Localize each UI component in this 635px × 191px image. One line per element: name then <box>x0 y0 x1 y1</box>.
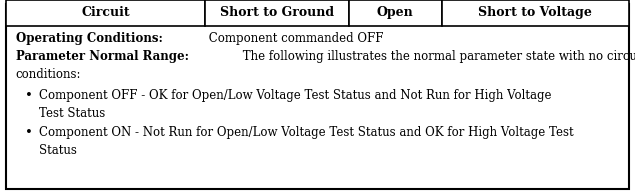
Text: Short to Voltage: Short to Voltage <box>478 6 592 19</box>
Text: conditions:: conditions: <box>16 68 81 81</box>
FancyBboxPatch shape <box>6 4 629 189</box>
Text: Circuit: Circuit <box>82 6 130 19</box>
Text: The following illustrates the normal parameter state with no circuit: The following illustrates the normal par… <box>239 50 635 63</box>
FancyBboxPatch shape <box>442 0 629 26</box>
Text: •: • <box>25 126 33 139</box>
Text: Parameter Normal Range:: Parameter Normal Range: <box>16 50 189 63</box>
Text: Component OFF - OK for Open/Low Voltage Test Status and Not Run for High Voltage: Component OFF - OK for Open/Low Voltage … <box>39 89 552 102</box>
Text: Component ON - Not Run for Open/Low Voltage Test Status and OK for High Voltage : Component ON - Not Run for Open/Low Volt… <box>39 126 574 139</box>
Text: Open: Open <box>377 6 413 19</box>
Text: Operating Conditions:: Operating Conditions: <box>16 32 163 45</box>
Text: •: • <box>25 89 33 102</box>
Text: Component commanded OFF: Component commanded OFF <box>205 32 384 45</box>
Text: Test Status: Test Status <box>39 107 105 120</box>
FancyBboxPatch shape <box>349 0 442 26</box>
Text: Status: Status <box>39 144 77 157</box>
Text: Short to Ground: Short to Ground <box>220 6 334 19</box>
FancyBboxPatch shape <box>6 0 206 26</box>
FancyBboxPatch shape <box>206 0 349 26</box>
